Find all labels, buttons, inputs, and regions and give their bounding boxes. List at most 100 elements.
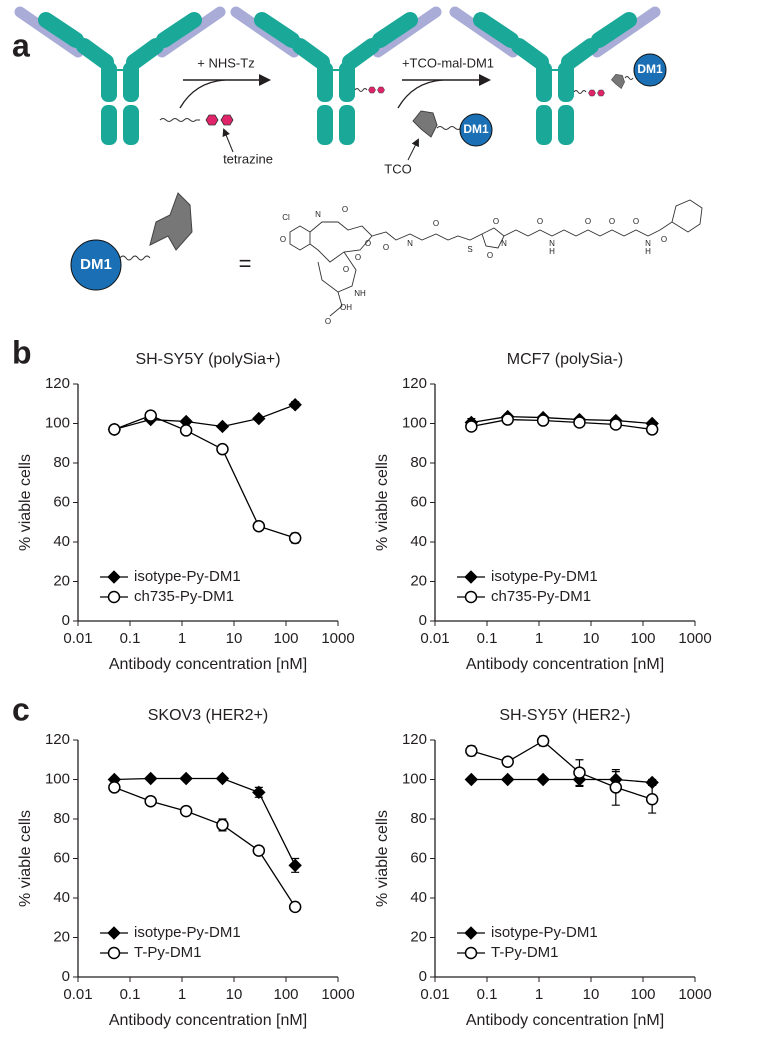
y-tick-label: 60 <box>410 849 427 866</box>
data-point <box>645 423 659 436</box>
chart-title: SH-SY5Y (polySia+) <box>135 351 280 368</box>
data-point <box>465 420 478 433</box>
data-point <box>288 858 302 873</box>
data-point <box>645 793 659 806</box>
x-tick-label: 0.01 <box>63 986 92 1003</box>
structure: Cl N O O O O N O S N O O N H O O O N H O… <box>280 199 703 326</box>
legend-marker <box>107 926 121 940</box>
dm1-label: DM1 <box>80 256 112 273</box>
data-point <box>143 771 158 786</box>
legend-label: T-Py-DM1 <box>491 944 559 961</box>
chart: MCF7 (polySia-) Antibody concentration [n… <box>374 351 711 673</box>
data-point <box>573 416 586 429</box>
series-line <box>114 404 296 431</box>
x-tick-label: 0.01 <box>420 986 449 1003</box>
y-tick-label: 80 <box>410 810 427 827</box>
data-point <box>464 772 479 787</box>
series-line <box>114 414 296 539</box>
y-tick-label: 40 <box>53 533 70 550</box>
data-point <box>536 734 550 748</box>
legend-marker <box>107 590 121 604</box>
x-tick-label: 0.1 <box>120 630 141 647</box>
x-tick-label: 1 <box>178 986 186 1003</box>
y-tick-label: 100 <box>402 770 427 787</box>
chart-title: SKOV3 (HER2+) <box>148 707 268 724</box>
x-tick-label: 0.01 <box>420 630 449 647</box>
data-point <box>536 772 550 787</box>
x-tick-label: 0.1 <box>120 986 141 1003</box>
atom-label: O <box>280 235 286 244</box>
y-axis-label: % viable cells <box>374 810 391 907</box>
y-tick-label: 40 <box>410 889 427 906</box>
chart: SH-SY5Y (polySia+) Antibody concentration… <box>17 351 354 673</box>
x-tick-label: 1000 <box>678 630 711 647</box>
y-tick-label: 80 <box>53 454 70 471</box>
y-tick-label: 20 <box>53 928 70 945</box>
antibody <box>236 12 436 145</box>
series-line <box>471 415 653 425</box>
y-tick-label: 40 <box>410 533 427 550</box>
y-tick-label: 100 <box>402 414 427 431</box>
legend-marker <box>107 946 121 960</box>
legend-marker <box>107 570 121 584</box>
reagent: +TCO-mal-DM1 <box>402 55 494 70</box>
legend-label: T-Py-DM1 <box>134 944 202 961</box>
y-tick-label: 0 <box>62 612 70 629</box>
data-point <box>179 771 193 786</box>
x-tick-label: 10 <box>583 630 600 647</box>
y-tick-label: 0 <box>419 968 427 985</box>
data-point <box>288 398 302 412</box>
y-tick-label: 0 <box>62 968 70 985</box>
pointer <box>222 128 234 153</box>
y-tick-label: 0 <box>419 612 427 629</box>
y-tick-label: 80 <box>53 810 70 827</box>
x-tick-label: 1 <box>535 630 543 647</box>
atom-label: O <box>383 243 389 252</box>
x-tick-label: 100 <box>273 630 298 647</box>
y-tick-label: 20 <box>410 572 427 589</box>
y-tick-label: 120 <box>402 731 427 748</box>
atom-label: Cl <box>282 213 290 222</box>
atom-label: N <box>501 239 507 248</box>
atom-label: O <box>365 239 371 248</box>
atom-label: O <box>325 317 331 326</box>
x-axis-label: Antibody concentration [nM] <box>466 656 664 673</box>
x-axis-label: Antibody concentration [nM] <box>466 1012 664 1029</box>
legend-marker <box>464 590 478 604</box>
y-tick-label: 120 <box>402 375 427 392</box>
data-point <box>500 772 515 787</box>
atom-label: N <box>549 239 555 248</box>
dm1-label: DM1 <box>637 62 663 76</box>
data-point <box>609 781 623 794</box>
atom-label: OH <box>340 303 352 312</box>
atom-label: O <box>493 217 499 226</box>
x-tick-label: 100 <box>630 630 655 647</box>
data-point <box>179 424 193 437</box>
y-tick-label: 20 <box>53 572 70 589</box>
chart-title: MCF7 (polySia-) <box>507 351 623 368</box>
legend-label: ch735-Py-DM1 <box>491 588 591 605</box>
antibody <box>20 12 220 145</box>
atom-label: O <box>433 219 439 228</box>
x-tick-label: 100 <box>273 986 298 1003</box>
chart-title: SH-SY5Y (HER2-) <box>499 707 630 724</box>
data-point <box>144 794 157 808</box>
atom-label: O <box>343 265 349 274</box>
atom-label: O <box>342 205 348 214</box>
data-point <box>288 531 302 545</box>
legend-label: isotype-Py-DM1 <box>491 568 598 585</box>
y-tick-label: 100 <box>45 414 70 431</box>
series-line <box>471 778 653 784</box>
atom-label: N <box>407 239 413 248</box>
label: tetrazine <box>223 151 273 166</box>
x-tick-label: 0.1 <box>477 630 498 647</box>
y-tick-label: 100 <box>45 770 70 787</box>
x-axis-label: Antibody concentration [nM] <box>109 656 307 673</box>
series-line <box>114 786 296 908</box>
data-point <box>252 785 266 800</box>
y-tick-label: 40 <box>53 889 70 906</box>
legend-marker <box>464 926 478 940</box>
atom-label: H <box>645 247 651 256</box>
data-point <box>216 442 229 456</box>
